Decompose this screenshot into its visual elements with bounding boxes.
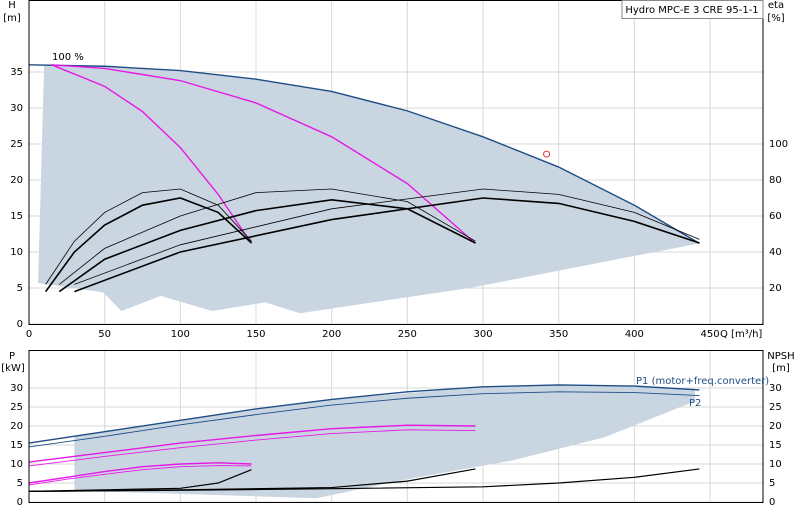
y-tick-label: 10 bbox=[10, 459, 23, 470]
y-tick-label: 20 bbox=[10, 175, 23, 186]
y2-tick-label: 40 bbox=[769, 247, 782, 258]
axis-label: Q [m³/h] bbox=[720, 329, 762, 340]
curve bbox=[28, 424, 476, 463]
curve bbox=[51, 64, 476, 244]
x-tick-label: 350 bbox=[549, 329, 568, 340]
curve bbox=[45, 197, 253, 293]
y2-tick-label: 10 bbox=[769, 459, 782, 470]
axis-label: eta bbox=[768, 0, 784, 11]
curve bbox=[59, 188, 476, 285]
y-tick-label: 30 bbox=[10, 383, 23, 394]
annotation: P1 (motor+freq.converter) bbox=[636, 376, 769, 387]
x-tick-label: 200 bbox=[322, 329, 341, 340]
y-tick-label: 0 bbox=[17, 319, 23, 330]
y-tick-label: 5 bbox=[17, 478, 23, 489]
x-tick-label: 0 bbox=[26, 329, 32, 340]
y-tick-label: 15 bbox=[10, 440, 23, 451]
x-tick-label: 400 bbox=[625, 329, 644, 340]
curve bbox=[28, 462, 252, 484]
operating-area bbox=[74, 384, 695, 499]
curve bbox=[28, 465, 252, 486]
curve bbox=[74, 188, 700, 285]
plot-frame bbox=[28, 0, 764, 325]
y2-tick-label: 0 bbox=[769, 497, 775, 508]
y2-tick-label: 20 bbox=[769, 283, 782, 294]
x-tick-label: 150 bbox=[246, 329, 265, 340]
y-tick-label: 20 bbox=[10, 421, 23, 432]
curve bbox=[74, 197, 700, 293]
y2-tick-label: 30 bbox=[769, 383, 782, 394]
x-tick-label: 450 bbox=[700, 329, 719, 340]
x-tick-label: 100 bbox=[171, 329, 190, 340]
y2-tick-label: 25 bbox=[769, 402, 782, 413]
plot-frame bbox=[28, 350, 764, 503]
y-tick-label: 10 bbox=[10, 247, 23, 258]
y2-tick-label: 80 bbox=[769, 175, 782, 186]
annotation: P2 bbox=[689, 398, 701, 409]
y2-tick-label: 100 bbox=[769, 139, 788, 150]
axis-label: H bbox=[8, 0, 16, 11]
y-tick-label: 25 bbox=[10, 402, 23, 413]
duty-point bbox=[543, 150, 551, 158]
curve bbox=[45, 188, 252, 285]
axis-label: [kW] bbox=[1, 363, 25, 374]
axis-label: [%] bbox=[767, 13, 784, 24]
x-tick-label: 250 bbox=[398, 329, 417, 340]
y-tick-label: 15 bbox=[10, 211, 23, 222]
title-box bbox=[621, 0, 764, 19]
operating-area bbox=[38, 64, 700, 314]
y2-tick-label: 5 bbox=[769, 478, 775, 489]
y2-tick-label: 60 bbox=[769, 211, 782, 222]
x-tick-label: 300 bbox=[473, 329, 492, 340]
curve bbox=[28, 391, 700, 448]
curve bbox=[28, 384, 700, 444]
chart-title: Hydro MPC-E 3 CRE 95-1-1 bbox=[625, 5, 758, 16]
axis-label: P bbox=[9, 351, 15, 362]
y-tick-label: 30 bbox=[10, 103, 23, 114]
curve bbox=[28, 429, 476, 467]
y-tick-label: 0 bbox=[17, 497, 23, 508]
axis-label: [m] bbox=[772, 363, 790, 374]
axis-label: NPSH bbox=[767, 351, 794, 362]
curve bbox=[28, 468, 700, 492]
axis-label: [m] bbox=[3, 13, 21, 24]
y-tick-label: 25 bbox=[10, 139, 23, 150]
y-tick-label: 5 bbox=[17, 283, 23, 294]
curve bbox=[28, 64, 700, 244]
y2-tick-label: 15 bbox=[769, 440, 782, 451]
x-tick-label: 50 bbox=[98, 329, 111, 340]
axis-label: 100 % bbox=[52, 52, 84, 63]
y2-tick-label: 20 bbox=[769, 421, 782, 432]
y-tick-label: 35 bbox=[10, 67, 23, 78]
